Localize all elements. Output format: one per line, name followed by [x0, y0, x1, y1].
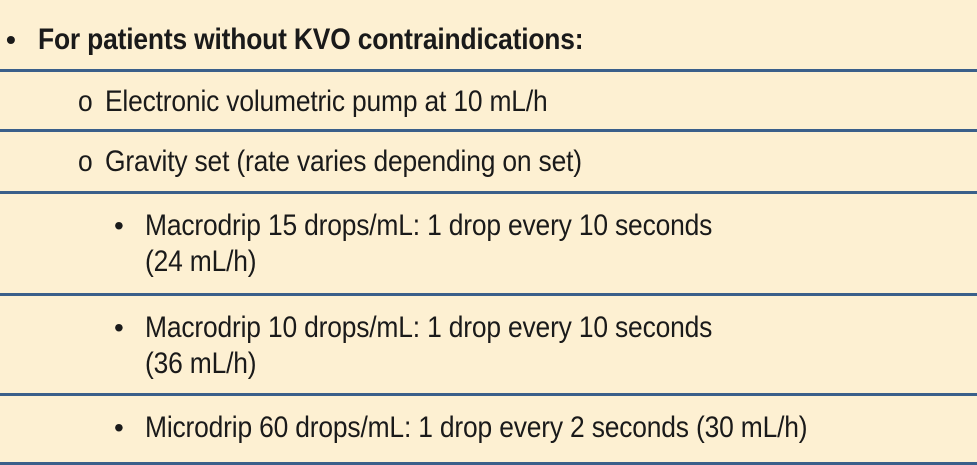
sub-item-row: • Microdrip 60 drops/mL: 1 drop every 2 … [0, 396, 977, 465]
header-row: • For patients without KVO contraindicat… [0, 0, 977, 72]
sub-item-bullet: • [114, 412, 124, 443]
option-marker: o [78, 145, 93, 178]
sub-item-row: • Macrodrip 15 drops/mL: 1 drop every 10… [0, 194, 977, 296]
header-text: For patients without KVO contraindicatio… [38, 23, 584, 56]
header-bullet: • [6, 24, 16, 55]
sub-item-line2: (36 mL/h) [145, 347, 257, 380]
sub-item-line1: Microdrip 60 drops/mL: 1 drop every 2 se… [145, 411, 808, 444]
sub-item-bullet: • [114, 312, 124, 343]
option-row: o Gravity set (rate varies depending on … [0, 132, 977, 194]
option-row: o Electronic volumetric pump at 10 mL/h [0, 72, 977, 132]
sub-item-line2: (24 mL/h) [145, 245, 257, 278]
option-marker: o [78, 85, 93, 118]
sub-item-line1: Macrodrip 10 drops/mL: 1 drop every 10 s… [145, 311, 713, 344]
option-text: Gravity set (rate varies depending on se… [105, 145, 582, 178]
sub-item-bullet: • [114, 210, 124, 241]
sub-item-row: • Macrodrip 10 drops/mL: 1 drop every 10… [0, 296, 977, 396]
sub-item-line1: Macrodrip 15 drops/mL: 1 drop every 10 s… [145, 209, 713, 242]
option-text: Electronic volumetric pump at 10 mL/h [105, 85, 548, 118]
